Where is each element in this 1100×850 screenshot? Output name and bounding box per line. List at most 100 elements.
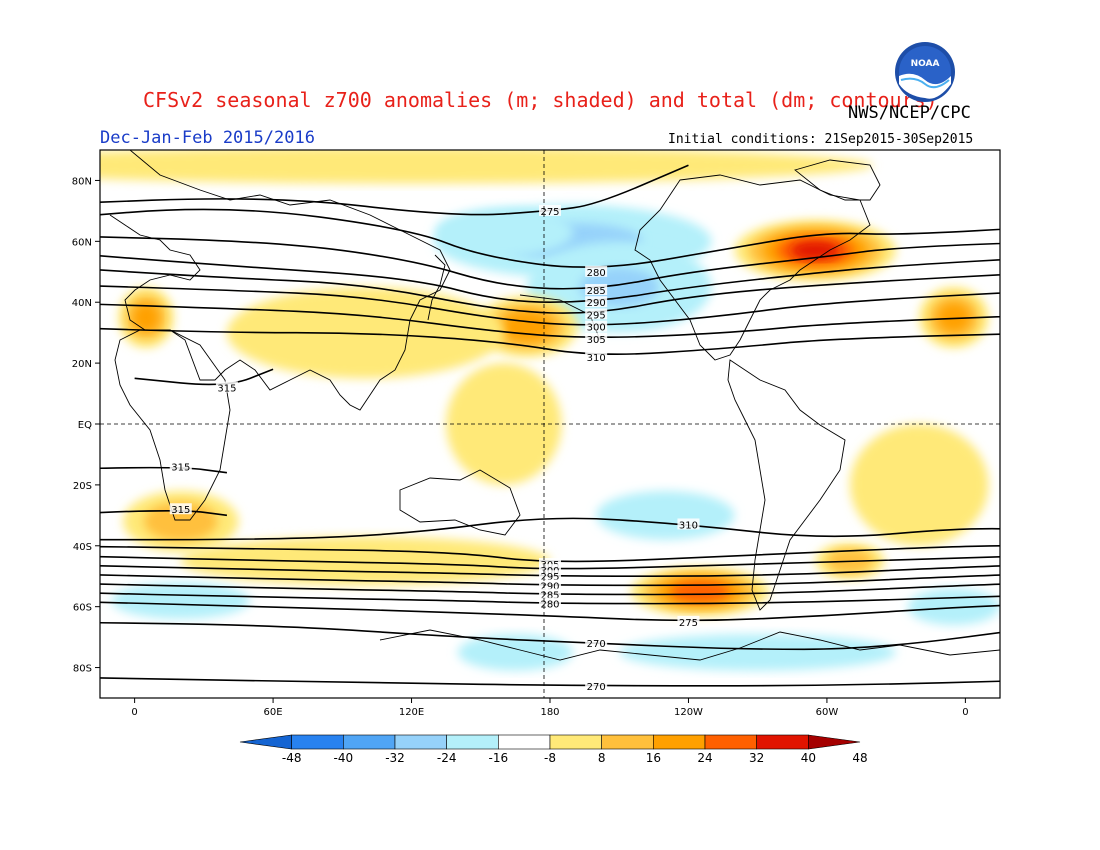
agency-label: NWS/NCEP/CPC — [848, 103, 971, 123]
lon-tick-label: 120E — [399, 707, 424, 718]
colorbar-swatch — [498, 734, 551, 750]
anomaly-region-15 — [111, 582, 251, 619]
lat-tick-label: 80N — [72, 176, 92, 187]
contour-line-285 — [100, 236, 1000, 290]
lon-tick-label: 60E — [264, 707, 283, 718]
contour-line-280 — [100, 208, 1000, 268]
contour-label: 275 — [679, 618, 698, 629]
anomaly-region-14 — [446, 363, 562, 485]
contour-line-315 — [100, 466, 228, 474]
contour-label: 280 — [587, 268, 606, 279]
contour-line-275 — [100, 601, 1000, 622]
contour-line-290 — [100, 255, 1000, 304]
contour-label-bg — [585, 351, 608, 363]
lon-tick-label: 60W — [816, 707, 839, 718]
contour-label-bg — [585, 284, 608, 296]
contour-label: 315 — [171, 463, 190, 474]
lat-tick-label: 40S — [73, 542, 92, 553]
contour-label-bg — [585, 679, 608, 691]
colorbar-swatch — [446, 734, 499, 750]
contour-label: 310 — [679, 520, 698, 531]
lon-tick-label: 0 — [131, 707, 137, 718]
lat-tick-label: 60S — [73, 603, 92, 614]
colorbar-label: 8 — [598, 751, 606, 765]
contour-label: 275 — [540, 207, 559, 218]
colorbar-label: -8 — [544, 751, 556, 765]
anomaly-region-10 — [226, 287, 504, 379]
contour-label: 300 — [587, 323, 606, 334]
contour-label: 285 — [540, 590, 559, 601]
contour-line-275 — [100, 164, 689, 216]
colorbar-label: 16 — [646, 751, 661, 765]
colorbar-swatch — [756, 734, 809, 750]
contour-line-305 — [100, 303, 1000, 339]
contour-label-bg — [539, 558, 561, 570]
colorbar-label: -24 — [437, 751, 457, 765]
colorbar-swatch — [239, 734, 292, 750]
contour-label-bg — [215, 381, 238, 393]
anomaly-region-6 — [937, 303, 970, 332]
contour-label-bg — [169, 503, 192, 515]
lat-tick-label: 80S — [73, 664, 92, 675]
colorbar-label: 40 — [801, 751, 816, 765]
contour-label-bg — [539, 597, 561, 609]
lat-tick-label: 20N — [72, 359, 92, 370]
contour-label: 305 — [587, 335, 606, 346]
contour-label: 290 — [540, 581, 559, 592]
contour-line-305 — [100, 545, 1000, 563]
contour-line-295 — [100, 269, 1000, 314]
contour-label: 290 — [587, 298, 606, 309]
lat-tick-label: 60N — [72, 237, 92, 248]
colorbar-swatch — [343, 734, 396, 750]
contour-line-270 — [100, 677, 1000, 687]
contour-label: 295 — [587, 310, 606, 321]
anomaly-region-17 — [619, 634, 897, 671]
colorbar-label: -48 — [282, 751, 302, 765]
contour-line-270 — [100, 621, 1000, 651]
anomaly-region-9 — [100, 150, 873, 184]
contour-label: 315 — [217, 383, 236, 394]
colorbar-label: 32 — [749, 751, 764, 765]
initial-conditions-label: Initial conditions: 21Sep2015-30Sep2015 — [668, 132, 974, 147]
contour-label: 295 — [540, 572, 559, 583]
colorbar-swatch — [653, 734, 706, 750]
contour-line-280 — [100, 592, 1000, 605]
contour-label-bg — [585, 320, 608, 332]
contour-line-285 — [100, 583, 1000, 596]
contour-label-bg — [585, 308, 608, 320]
map-title: CFSv2 seasonal z700 anomalies (m; shaded… — [143, 88, 938, 112]
contour-label: 315 — [171, 505, 190, 516]
dateline-grid — [100, 150, 1000, 698]
anomaly-region-7 — [670, 581, 730, 602]
colorbar-swatch — [704, 734, 757, 750]
contour-label-bg — [585, 332, 608, 344]
contour-label-bg — [539, 588, 561, 600]
lat-tick-label: 20S — [73, 481, 92, 492]
contour-label: 285 — [587, 286, 606, 297]
season-label: Dec-Jan-Feb 2015/2016 — [100, 128, 315, 148]
anomaly-region-5 — [133, 303, 160, 332]
contour-label-bg — [539, 579, 561, 591]
contour-line-300 — [100, 285, 1000, 326]
contour-label-bg — [169, 460, 192, 472]
contour-line-310 — [100, 327, 1000, 355]
contour-line-295 — [100, 564, 1000, 578]
colorbar-swatch — [601, 734, 654, 750]
lat-tick-label: 40N — [72, 298, 92, 309]
contour-label: 280 — [540, 600, 559, 611]
anomaly-region-4 — [501, 311, 553, 342]
lon-tick-label: 120W — [674, 707, 703, 718]
contour-label: 310 — [587, 353, 606, 364]
anomaly-region-3 — [790, 241, 840, 260]
colorbar-label: 24 — [697, 751, 712, 765]
contour-label-bg — [677, 518, 700, 530]
contour-label-bg — [585, 296, 608, 308]
contour-line-310 — [100, 517, 1000, 541]
colorbar-swatch — [394, 734, 447, 750]
contour-label-bg — [539, 204, 561, 216]
height-contours: 2752802852902953003053103153153153103053… — [100, 164, 1000, 693]
lon-tick-label: 0 — [962, 707, 968, 718]
contour-label-bg — [585, 265, 608, 277]
colorbar-label: 48 — [852, 751, 867, 765]
